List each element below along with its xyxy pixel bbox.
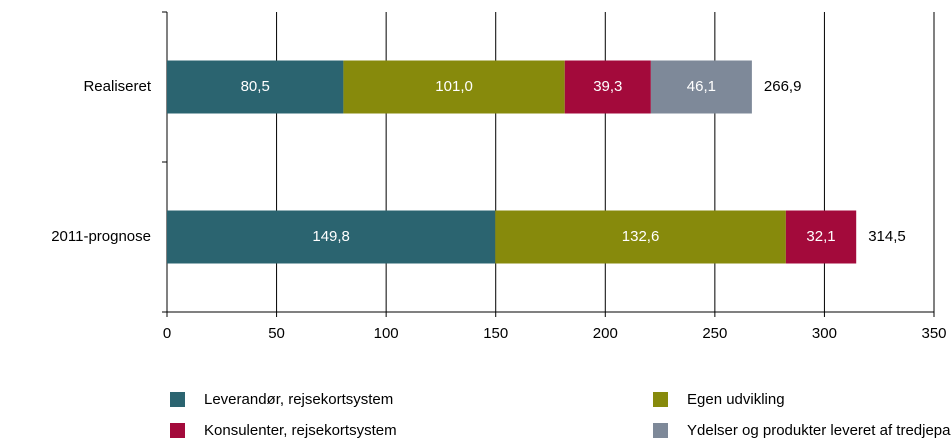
- bar-segment: [167, 210, 496, 264]
- bar-segment: [167, 60, 344, 114]
- legend-label: Egen udvikling: [687, 391, 785, 408]
- value-label: 46,1: [687, 78, 716, 95]
- legend-swatch: [170, 392, 185, 407]
- legend-swatch: [653, 392, 668, 407]
- total-label: 266,9: [764, 78, 802, 95]
- value-label: 39,3: [593, 78, 622, 95]
- x-tick-label: 0: [163, 325, 171, 342]
- x-tick-label: 200: [593, 325, 618, 342]
- bar-segment: [564, 60, 651, 114]
- total-label: 314,5: [868, 228, 906, 245]
- legend-swatch: [653, 423, 668, 438]
- x-tick-label: 300: [812, 325, 837, 342]
- value-label: 80,5: [241, 78, 270, 95]
- legend-label: Leverandør, rejsekortsystem: [204, 391, 393, 408]
- bar-segment: [785, 210, 857, 264]
- x-tick-label: 150: [483, 325, 508, 342]
- y-tick-label: Realiseret: [83, 78, 151, 95]
- value-label: 32,1: [806, 228, 835, 245]
- x-tick-label: 250: [702, 325, 727, 342]
- x-tick-label: 100: [374, 325, 399, 342]
- x-tick-label: 350: [921, 325, 946, 342]
- legend-label: Ydelser og produkter leveret af tredjepa…: [687, 422, 951, 439]
- y-tick-label: 2011-prognose: [51, 228, 151, 245]
- bar-segment: [650, 60, 752, 114]
- legend-label: Konsulenter, rejsekortsystem: [204, 422, 397, 439]
- bar-segment: [343, 60, 565, 114]
- value-label: 101,0: [435, 78, 473, 95]
- legend-swatch: [170, 423, 185, 438]
- x-tick-label: 50: [268, 325, 285, 342]
- value-label: 149,8: [312, 228, 350, 245]
- bar-segment: [495, 210, 786, 264]
- value-label: 132,6: [622, 228, 660, 245]
